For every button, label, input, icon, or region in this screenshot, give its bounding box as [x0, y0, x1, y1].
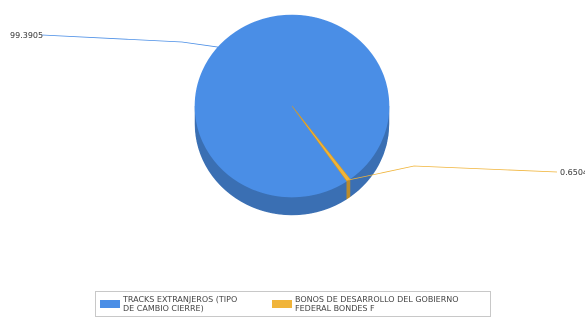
legend-swatch-bondes — [272, 300, 292, 308]
value-label-bondes: 0.6504 — [560, 168, 585, 177]
legend-swatch-tracks — [100, 300, 120, 308]
value-label-tracks: 99.3905 — [10, 31, 43, 40]
pie-chart-svg: 99.3905 0.6504 — [10, 14, 585, 216]
legend-label-bondes: BONOS DE DESARROLLO DEL GOBIERNO FEDERAL… — [295, 295, 459, 313]
legend-item-bondes[interactable]: BONOS DE DESARROLLO DEL GOBIERNO FEDERAL… — [272, 295, 459, 313]
chart-legend: TRACKS EXTRANJEROS (TIPO DE CAMBIO CIERR… — [95, 291, 491, 317]
leader-line-bondes — [348, 165, 558, 181]
legend-label-tracks: TRACKS EXTRANJEROS (TIPO DE CAMBIO CIERR… — [123, 295, 238, 313]
legend-item-tracks[interactable]: TRACKS EXTRANJEROS (TIPO DE CAMBIO CIERR… — [100, 295, 268, 313]
leader-line-tracks — [41, 34, 224, 49]
pie-side-1 — [346, 178, 351, 200]
